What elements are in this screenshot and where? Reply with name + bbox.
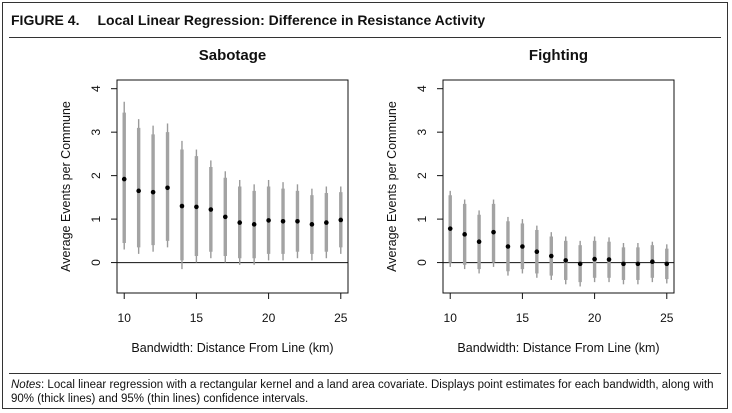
figure-notes: Notes: Local linear regression with a re… xyxy=(11,378,723,406)
panel-2-estimate-24 xyxy=(650,259,655,265)
panel-1-estimate-23 xyxy=(309,222,315,227)
panel-2-y-tick-label: 1 xyxy=(415,215,429,222)
panel-2-y-tick-label: 4 xyxy=(415,85,429,92)
panel-2-x-tick-label: 20 xyxy=(588,311,602,325)
panel-1-y-tick-label: 3 xyxy=(89,129,103,136)
panel-2-estimate-23 xyxy=(635,261,641,267)
panel-2-estimate-20 xyxy=(592,256,597,262)
panel-2-y-tick-label: 3 xyxy=(415,129,429,136)
panel-1-title: Sabotage xyxy=(199,47,267,64)
notes-rule xyxy=(9,373,721,374)
panel-2-x-tick-label: 15 xyxy=(516,311,530,325)
figure-title: FIGURE 4. Local Linear Regression: Differ… xyxy=(11,12,485,28)
panel-2-x-axis-label: Bandwidth: Distance From Line (km) xyxy=(457,341,659,355)
panel-1-x-tick-label: 25 xyxy=(334,311,348,325)
panel-1-estimate-11 xyxy=(136,188,141,194)
panel-2-estimate-16 xyxy=(534,249,540,255)
panel-1-estimate-24 xyxy=(324,220,329,225)
panel-2-estimate-21 xyxy=(606,257,612,262)
panel-1-estimate-22 xyxy=(295,218,300,224)
panel-1-estimate-18 xyxy=(237,220,243,225)
panel-2-y-tick-label: 0 xyxy=(415,259,429,266)
panel-2-estimate-15 xyxy=(520,244,525,249)
panel-2-x-tick-label: 10 xyxy=(444,311,458,325)
panel-1-estimate-25 xyxy=(338,217,344,223)
panel-1-estimate-21 xyxy=(280,218,286,224)
panel-1-estimate-20 xyxy=(266,218,271,223)
panel-2-y-axis-label: Average Events per Commune xyxy=(385,101,399,272)
panel-2-estimate-14 xyxy=(505,244,511,249)
notes-lead: Notes xyxy=(11,379,42,391)
panel-2-estimate-25 xyxy=(664,261,670,267)
panel-2-estimate-11 xyxy=(462,232,467,237)
figure-caption: Local Linear Regression: Difference in R… xyxy=(97,12,486,28)
panel-1-plot-box xyxy=(116,79,349,294)
panel-1-x-tick-label: 15 xyxy=(190,311,204,325)
panel-2-estimate-18 xyxy=(563,258,569,263)
panel-2-estimate-22 xyxy=(621,261,626,267)
panel-2-x-tick-label: 25 xyxy=(660,311,674,325)
panel-2-estimate-13 xyxy=(491,229,496,235)
panel-1-estimate-19 xyxy=(251,222,257,227)
notes-text: : Local linear regression with a rectang… xyxy=(11,379,714,405)
panel-2-estimate-19 xyxy=(577,261,583,267)
panel-1-estimate-12 xyxy=(150,189,156,195)
panel-2-estimate-12 xyxy=(476,239,482,245)
panel-1-y-tick-label: 4 xyxy=(89,85,103,92)
figure-number: FIGURE 4. xyxy=(11,12,80,28)
panel-1-y-tick-label: 2 xyxy=(89,172,103,179)
panel-1-x-tick-label: 10 xyxy=(118,311,132,325)
panel-2-y-tick-label: 2 xyxy=(415,172,429,179)
panel-1-y-axis-label: Average Events per Commune xyxy=(59,101,73,272)
panel-1-estimate-13 xyxy=(165,185,170,191)
panel-1-y-tick-label: 0 xyxy=(89,259,103,266)
panel-2-title: Fighting xyxy=(529,47,588,64)
panel-1-estimate-14 xyxy=(179,203,185,209)
panel-2-estimate-17 xyxy=(548,253,554,259)
panel-1-y-tick-label: 1 xyxy=(89,215,103,222)
panel-2-estimate-10 xyxy=(447,226,453,231)
panel-1-estimate-17 xyxy=(222,214,228,220)
panel-2-plot-box xyxy=(442,79,675,294)
panel-1-estimate-10 xyxy=(121,176,127,182)
panel-1-estimate-16 xyxy=(208,207,214,212)
panel-1-x-axis-label: Bandwidth: Distance From Line (km) xyxy=(131,341,333,355)
panel-1-estimate-15 xyxy=(194,204,199,210)
panel-1-x-tick-label: 20 xyxy=(262,311,276,325)
title-rule xyxy=(9,37,721,38)
